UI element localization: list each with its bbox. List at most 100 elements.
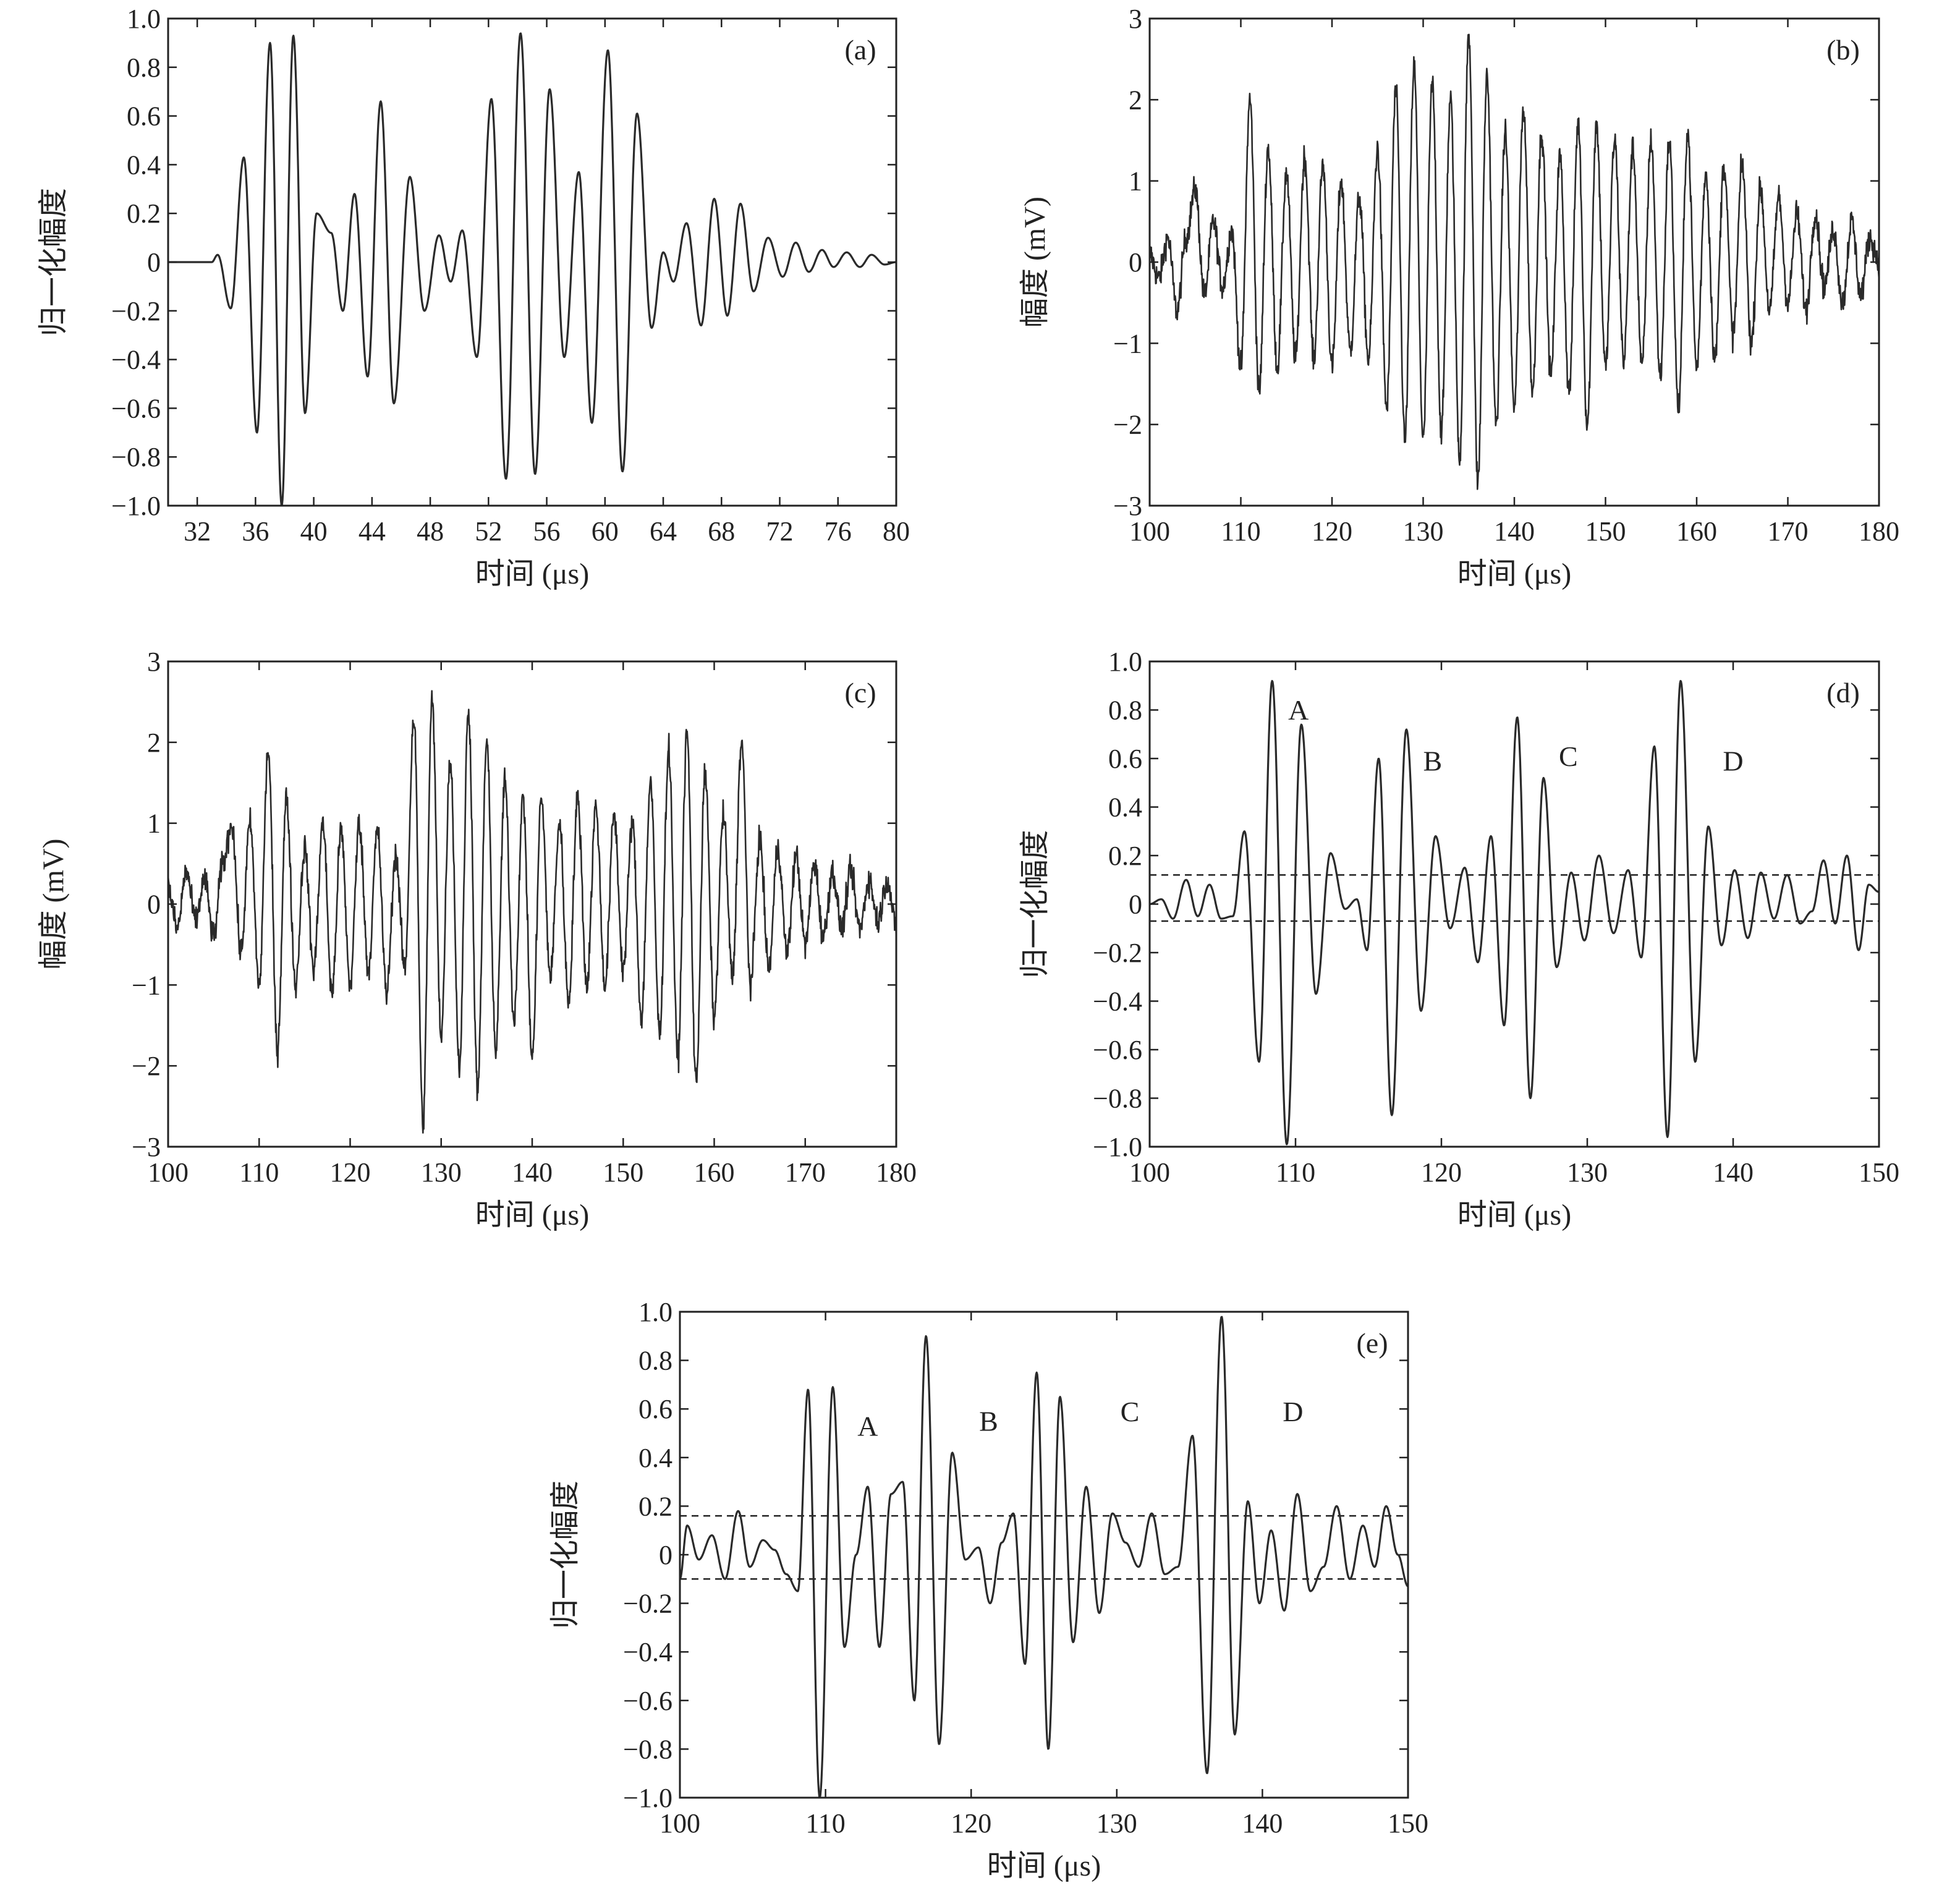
y-tick-label-a-7: 0.4 (127, 150, 161, 180)
y-tick-label-e-9: 0.8 (638, 1346, 672, 1376)
y-tick-label-a-0: −1.0 (111, 491, 161, 521)
y-tick-label-d-3: −0.4 (1093, 987, 1142, 1017)
plot-frame-e (679, 1311, 1409, 1799)
plot-frame-c (167, 660, 897, 1148)
x-tick-label-c-1: 110 (239, 1157, 279, 1188)
y-tick-label-a-2: −0.6 (111, 393, 161, 423)
y-tick-label-a-10: 1.0 (127, 4, 161, 34)
panel-b: 100 110 120 130 140 150 160 170 180 −3 −2 −1 0 1 2 3 时间 … (1019, 4, 1899, 590)
x-tick-label-a-0: 32 (184, 516, 211, 546)
x-tick-label-a-12: 80 (883, 516, 910, 546)
y-tick-label-b-4: 1 (1129, 166, 1142, 197)
signal-trace-d (1150, 679, 1879, 1145)
x-tick-label-e-4: 140 (1242, 1808, 1283, 1838)
x-tick-label-e-5: 150 (1388, 1808, 1428, 1838)
y-tick-label-e-1: −0.8 (623, 1734, 672, 1764)
x-tick-label-d-5: 150 (1859, 1157, 1899, 1188)
y-axis-label-c: 幅度 (mV) (37, 839, 70, 970)
y-tick-label-c-6: 3 (147, 647, 161, 677)
x-axis-label-b: 时间 (μs) (1457, 558, 1571, 590)
y-tick-label-b-2: −1 (1113, 328, 1142, 359)
y-tick-label-e-3: −0.4 (623, 1637, 672, 1667)
wave-packet-label-e-C: C (1121, 1396, 1140, 1427)
x-tick-label-b-7: 170 (1768, 516, 1809, 546)
x-tick-label-b-3: 130 (1403, 516, 1444, 546)
y-axis-label-b: 幅度 (mV) (1019, 197, 1051, 328)
x-tick-label-a-11: 76 (825, 516, 852, 546)
x-tick-label-b-6: 160 (1676, 516, 1717, 546)
x-tick-label-c-7: 170 (785, 1157, 826, 1188)
x-tick-label-a-2: 40 (300, 516, 328, 546)
x-tick-label-c-6: 160 (694, 1157, 735, 1188)
panel-c: 100 110 120 130 140 150 160 170 180 −3 −2 −1 0 1 2 3 时间 … (37, 647, 917, 1231)
y-tick-label-d-7: 0.4 (1108, 793, 1142, 823)
y-tick-label-c-5: 2 (147, 728, 161, 758)
y-tick-label-e-10: 1.0 (638, 1297, 672, 1327)
x-tick-label-a-6: 56 (533, 516, 561, 546)
y-tick-label-a-4: −0.2 (111, 296, 161, 326)
x-tick-label-d-1: 110 (1276, 1157, 1315, 1188)
x-axis-label-e: 时间 (μs) (987, 1850, 1101, 1882)
y-tick-label-d-10: 1.0 (1108, 647, 1142, 677)
x-tick-label-c-8: 180 (876, 1157, 917, 1188)
y-tick-label-e-7: 0.4 (638, 1443, 672, 1473)
panel-label-d: (d) (1826, 677, 1860, 708)
y-tick-label-a-6: 0.2 (127, 198, 161, 229)
x-tick-label-c-0: 100 (148, 1157, 189, 1188)
y-tick-label-b-1: −2 (1113, 410, 1142, 440)
wave-packet-label-e-A: A (857, 1410, 878, 1442)
y-tick-label-d-0: −1.0 (1093, 1132, 1142, 1162)
x-tick-label-a-5: 52 (475, 516, 502, 546)
x-tick-label-a-7: 60 (592, 516, 619, 546)
y-tick-label-a-3: −0.4 (111, 345, 161, 375)
y-tick-label-c-3: 0 (147, 890, 161, 920)
y-tick-label-e-2: −0.6 (623, 1686, 672, 1716)
x-tick-label-b-0: 100 (1129, 516, 1170, 546)
y-tick-label-c-0: −3 (132, 1132, 161, 1162)
x-tick-label-e-1: 110 (805, 1808, 845, 1838)
signal-trace-c (168, 690, 896, 1134)
wave-packet-label-d-D: D (1723, 746, 1743, 777)
panel-label-b: (b) (1826, 34, 1860, 66)
x-tick-label-c-4: 140 (512, 1157, 553, 1188)
panel-d: 100 110 120 130 140 150 −1.0 −0.8 −0.6 −0.4 −0.2 0 0… (1019, 647, 1899, 1231)
x-tick-label-c-2: 120 (330, 1157, 371, 1188)
y-tick-label-b-0: −3 (1113, 491, 1142, 521)
y-tick-label-e-8: 0.6 (638, 1394, 672, 1424)
x-tick-label-a-8: 64 (650, 516, 677, 546)
y-axis-label-a: 归一化幅度 (37, 188, 70, 336)
wave-packet-label-d-A: A (1288, 694, 1309, 726)
x-tick-label-a-4: 48 (417, 516, 444, 546)
y-tick-label-d-2: −0.6 (1093, 1035, 1142, 1065)
y-tick-label-a-5: 0 (147, 247, 161, 278)
wave-packet-label-e-D: D (1283, 1396, 1303, 1427)
x-axis-label-c: 时间 (μs) (475, 1199, 589, 1231)
y-tick-label-e-5: 0 (659, 1540, 672, 1570)
signal-trace-b (1150, 33, 1879, 490)
panel-a: 32 36 40 44 48 52 56 60 64 68 72 76 80 −1.0 −0.8 −0.6 −0… (37, 4, 910, 590)
y-tick-label-d-8: 0.6 (1108, 744, 1142, 774)
signal-trace-a (168, 32, 896, 506)
x-tick-label-a-9: 68 (708, 516, 735, 546)
x-tick-label-d-2: 120 (1421, 1157, 1462, 1188)
x-tick-label-c-3: 130 (421, 1157, 462, 1188)
x-tick-label-b-4: 140 (1494, 516, 1535, 546)
wave-packet-label-d-C: C (1559, 741, 1578, 772)
y-tick-label-d-4: −0.2 (1093, 938, 1142, 968)
x-tick-label-e-3: 130 (1097, 1808, 1137, 1838)
y-axis-label-e: 归一化幅度 (549, 1481, 582, 1629)
y-tick-label-e-0: −1.0 (623, 1783, 672, 1813)
y-tick-label-d-6: 0.2 (1108, 841, 1142, 871)
x-tick-label-b-1: 110 (1221, 516, 1260, 546)
x-tick-label-b-8: 180 (1859, 516, 1899, 546)
panel-label-a: (a) (844, 34, 876, 66)
signal-trace-e (680, 1315, 1408, 1798)
y-tick-label-b-3: 0 (1129, 247, 1142, 278)
panel-e: 100 110 120 130 140 150 −1.0 −0.8 −0.6 −0.4 −0.2 0 0… (549, 1297, 1428, 1882)
x-tick-label-c-5: 150 (603, 1157, 643, 1188)
x-tick-label-d-3: 130 (1567, 1157, 1608, 1188)
plot-frame-b (1148, 17, 1880, 507)
y-tick-label-c-1: −2 (132, 1051, 161, 1081)
x-tick-label-b-5: 150 (1585, 516, 1626, 546)
